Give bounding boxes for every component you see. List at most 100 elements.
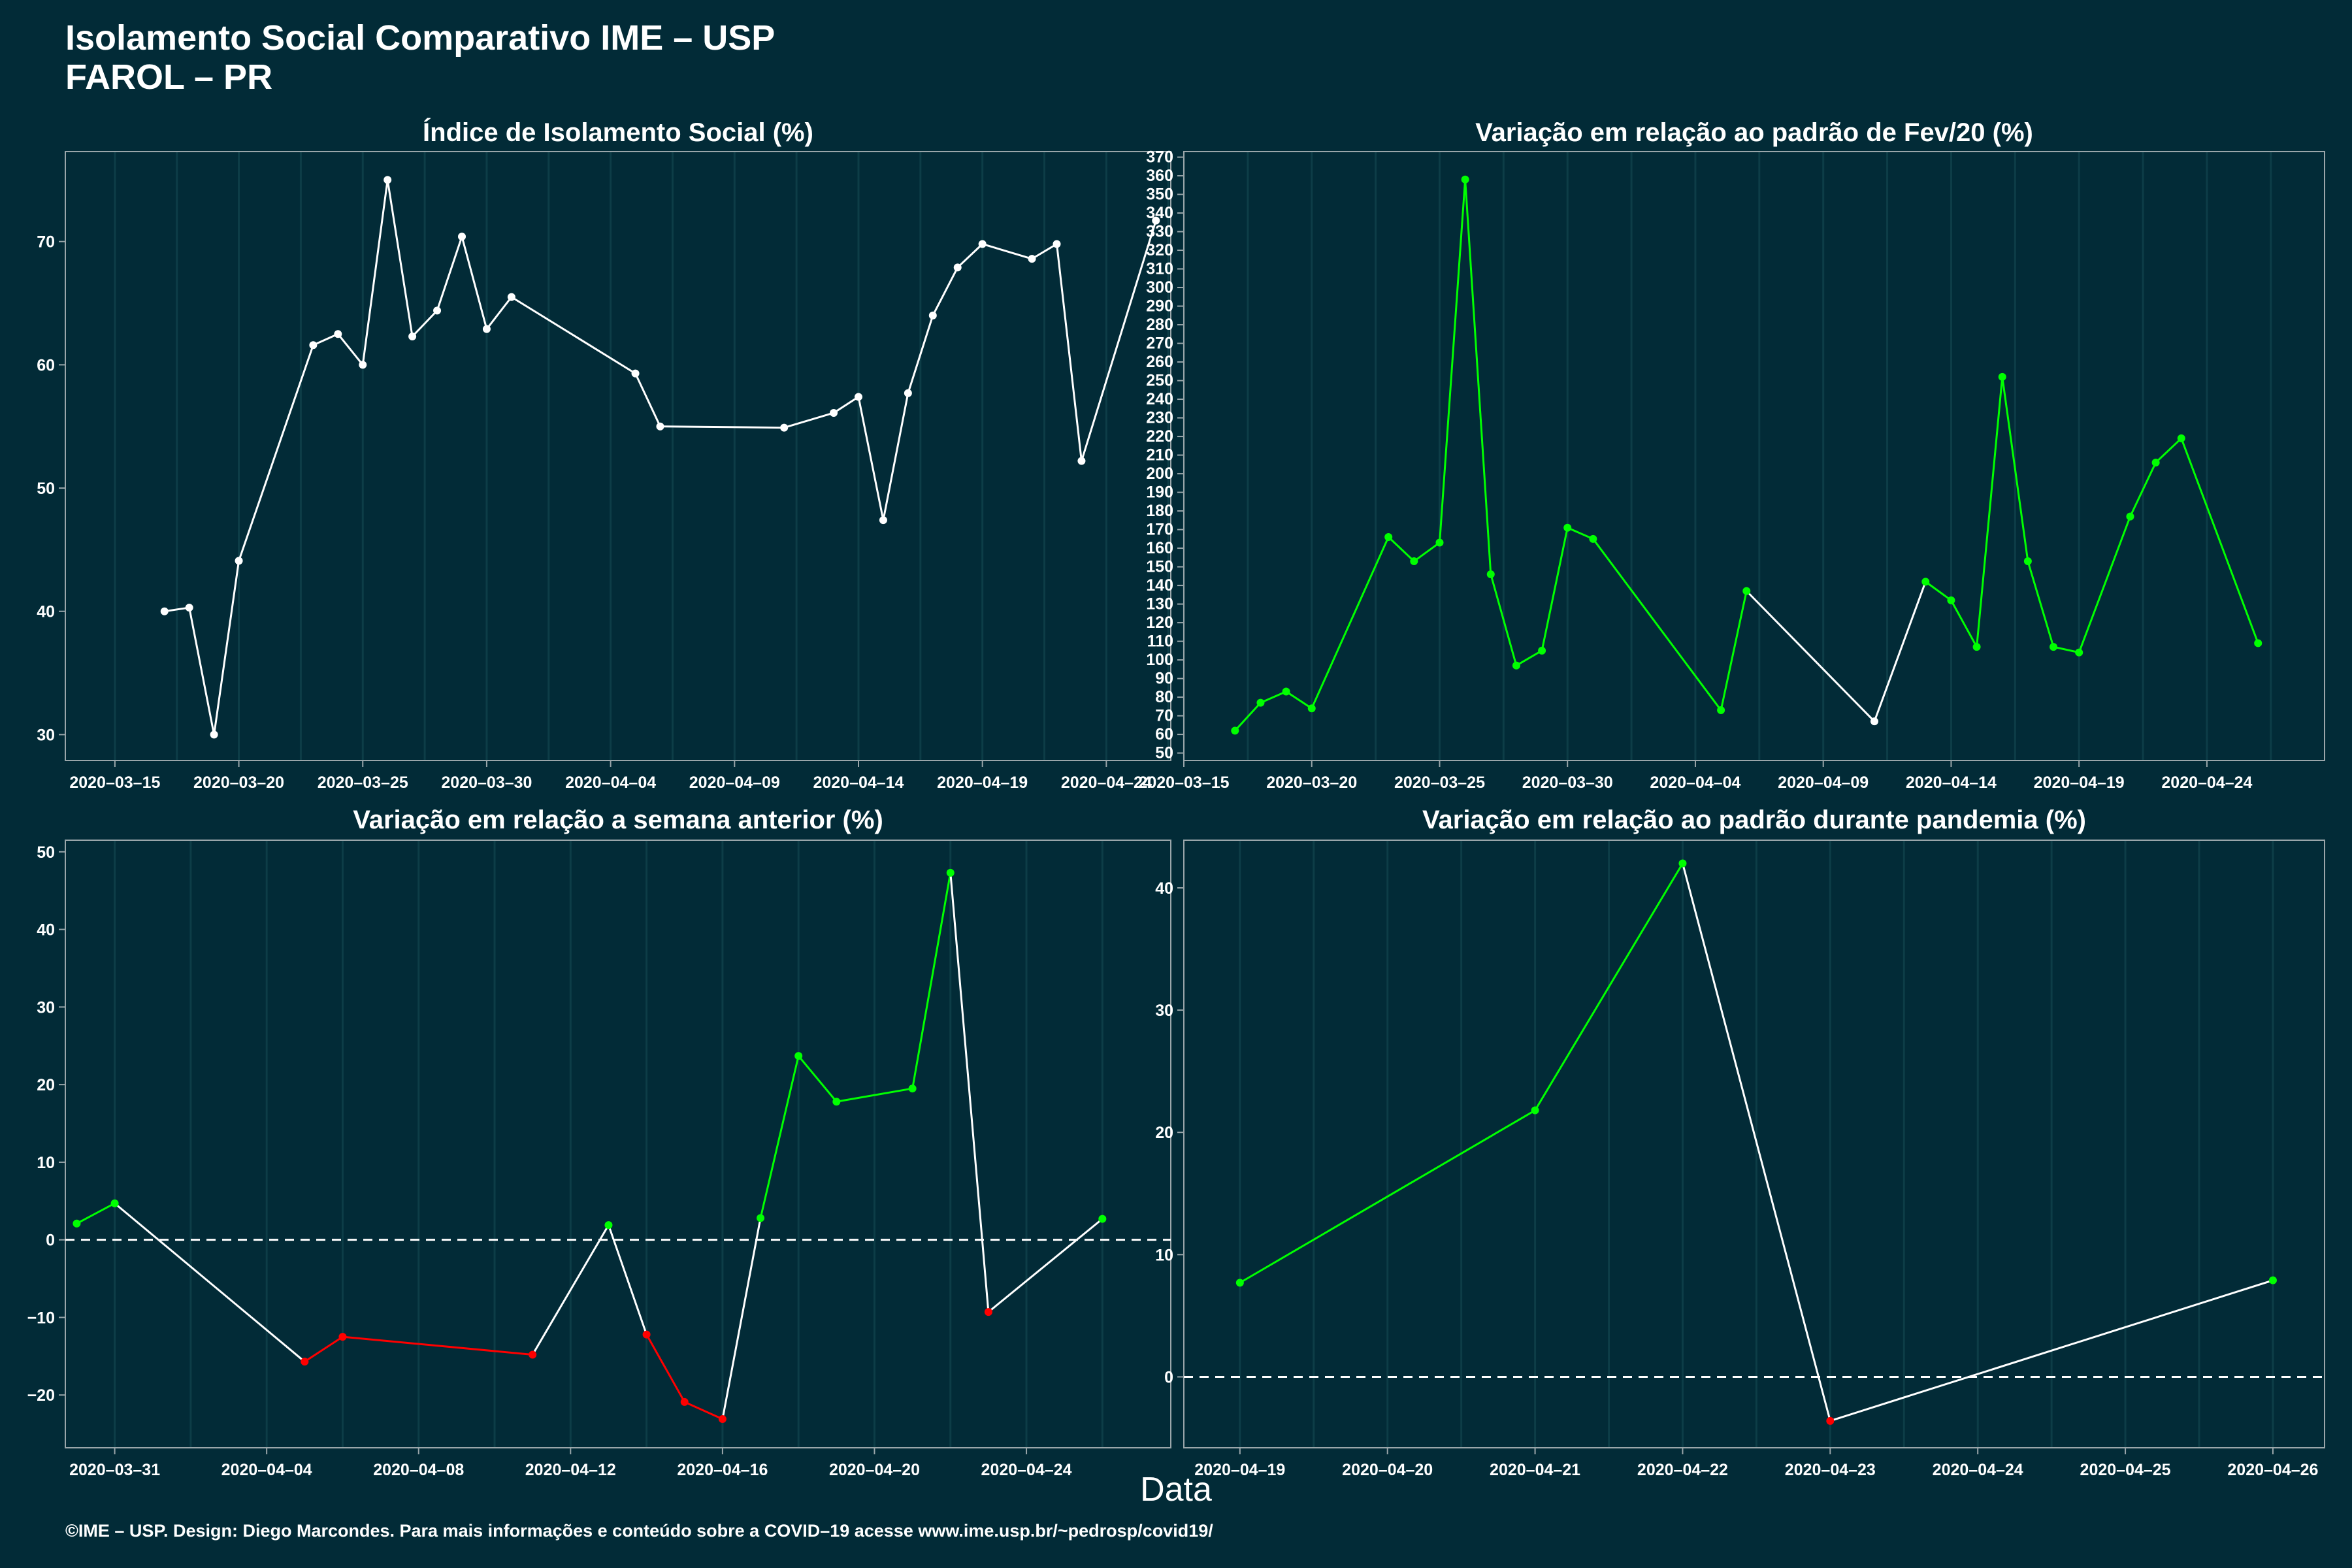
y-tick-label: −20	[27, 1386, 55, 1405]
x-tick-label: 2020–03–30	[1522, 774, 1613, 792]
series-segment	[213, 561, 240, 735]
data-point	[1589, 534, 1597, 543]
data-point	[984, 1308, 992, 1316]
series-segment	[759, 1055, 800, 1218]
data-point	[946, 868, 955, 877]
y-tick-label: 200	[1146, 465, 1173, 483]
series-segment	[361, 180, 389, 365]
data-point	[507, 293, 515, 301]
data-point	[301, 1358, 309, 1366]
y-tick-label: 130	[1146, 595, 1173, 613]
series-segment	[882, 393, 909, 521]
data-point	[1921, 578, 1930, 586]
data-point	[904, 389, 912, 397]
data-point	[953, 263, 962, 272]
y-tick-label: 60	[1155, 725, 1173, 743]
series-segment	[660, 425, 785, 429]
x-tick-label: 2020–04–16	[677, 1461, 768, 1479]
y-tick-label: 240	[1146, 390, 1173, 408]
series-segment	[76, 1202, 116, 1225]
data-point	[879, 516, 887, 525]
data-point	[1538, 646, 1546, 655]
data-point	[908, 1085, 917, 1093]
data-point	[1053, 240, 1061, 248]
series-segment	[684, 1401, 723, 1420]
series-segment	[2027, 561, 2055, 647]
x-tick-label: 2020–04–21	[1490, 1461, 1580, 1479]
series-segment	[511, 296, 636, 374]
series-segment	[2155, 437, 2182, 464]
x-tick-label: 2020–04–09	[689, 774, 780, 792]
x-tick-label: 2020–03–30	[441, 774, 532, 792]
y-tick-label: 310	[1146, 259, 1173, 278]
series-segment	[949, 872, 990, 1313]
series-segment	[907, 315, 934, 394]
data-point	[1486, 570, 1495, 578]
data-point	[1998, 372, 2006, 381]
data-point	[1512, 661, 1520, 670]
series-segment	[1592, 538, 1722, 711]
y-tick-label: 290	[1146, 297, 1173, 315]
x-tick-label: 2020–04–04	[221, 1461, 312, 1479]
data-point	[73, 1219, 81, 1228]
x-tick-label: 2020–03–25	[318, 774, 408, 792]
y-tick-label: 370	[1146, 148, 1173, 166]
data-point	[433, 306, 442, 315]
series-segment	[1567, 527, 1593, 540]
y-tick-label: 210	[1146, 446, 1173, 464]
x-tick-label: 2020–04–26	[2227, 1461, 2318, 1479]
data-point	[2050, 643, 2058, 651]
data-point	[780, 423, 789, 432]
series-segment	[1682, 863, 1831, 1422]
data-point	[830, 408, 838, 417]
y-tick-label: 250	[1146, 371, 1173, 389]
series-segment	[721, 1218, 762, 1420]
data-point	[2075, 648, 2083, 657]
x-tick-label: 2020–04–08	[373, 1461, 464, 1479]
data-point	[457, 233, 466, 241]
data-point	[1152, 216, 1160, 225]
chart-title-line2: FAROL – PR	[65, 57, 273, 97]
y-tick-label: 320	[1146, 241, 1173, 259]
y-tick-label: 280	[1146, 316, 1173, 334]
y-tick-label: 30	[37, 726, 55, 744]
data-point	[1972, 643, 1981, 651]
y-tick-label: 160	[1146, 539, 1173, 557]
data-point	[160, 607, 169, 615]
series-segment	[608, 1224, 648, 1335]
data-point	[359, 361, 367, 369]
series-segment	[1055, 244, 1083, 461]
data-point	[1384, 532, 1393, 541]
chart-panel-2: Variação em relação ao padrão de Fev/20 …	[1138, 118, 2325, 792]
series-segment	[1490, 574, 1518, 666]
data-point	[794, 1052, 803, 1060]
data-point	[1282, 687, 1290, 696]
x-axis-label: Data	[1140, 1471, 1212, 1509]
series-segment	[1413, 542, 1441, 563]
data-point	[604, 1221, 613, 1230]
data-point	[642, 1330, 651, 1339]
data-point	[928, 311, 937, 319]
series-segment	[1541, 527, 1569, 651]
x-tick-label: 2020–03–20	[193, 774, 284, 792]
series-segment	[911, 872, 952, 1089]
data-point	[408, 332, 417, 340]
series-segment	[1464, 179, 1492, 575]
y-tick-label: 80	[1155, 688, 1173, 706]
panel-title: Índice de Isolamento Social (%)	[423, 118, 813, 147]
data-point	[338, 1333, 347, 1341]
x-tick-label: 2020–04–04	[565, 774, 656, 792]
series-segment	[164, 606, 189, 613]
series-segment	[114, 1202, 306, 1363]
x-tick-label: 2020–04–09	[1778, 774, 1869, 792]
series-segment	[1260, 691, 1287, 704]
series-segment	[1234, 702, 1262, 732]
data-point	[2126, 512, 2134, 521]
y-tick-label: 190	[1146, 483, 1173, 501]
y-tick-label: 20	[37, 1076, 55, 1094]
series-segment	[956, 243, 983, 269]
series-segment	[857, 397, 885, 521]
series-segment	[798, 1055, 838, 1103]
y-tick-label: 50	[1155, 744, 1173, 762]
data-point	[1870, 717, 1878, 726]
